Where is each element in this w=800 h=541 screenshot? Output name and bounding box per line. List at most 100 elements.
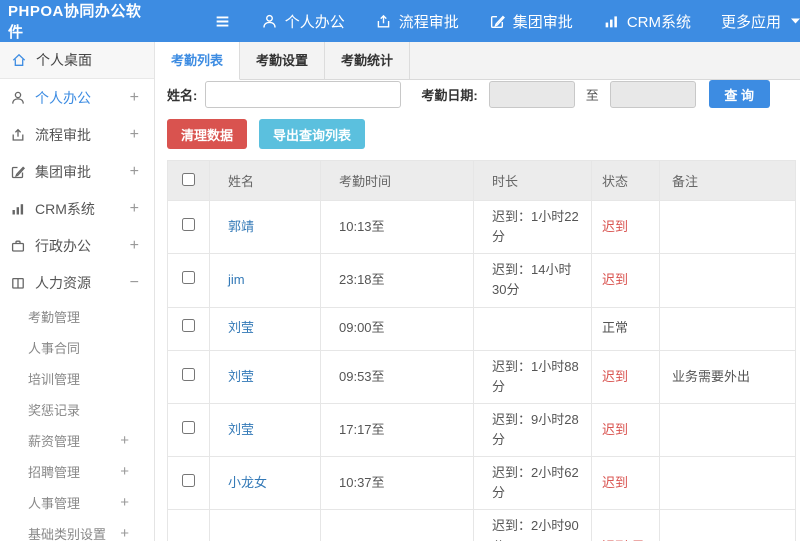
- export-list-button[interactable]: 导出查询列表: [259, 119, 366, 149]
- duration-cell: 迟到：2小时90分早退：7小时10分: [473, 509, 592, 541]
- table-row: jim 23:18至 迟到：14小时30分 迟到: [167, 253, 796, 308]
- sidebar-item-group-approval[interactable]: 集团审批 +: [0, 153, 154, 190]
- sidebar-subitem-label: 人事管理: [28, 496, 81, 511]
- main-content: 考勤列表 考勤设置 考勤统计 姓名: 考勤日期: 至 查 询 清理数据 导出查询…: [155, 42, 800, 541]
- topnav-group-approval[interactable]: 集团审批: [489, 11, 573, 32]
- sidebar-item-personal-office[interactable]: 个人办公 +: [0, 79, 154, 116]
- date-from-input[interactable]: [488, 80, 575, 108]
- employee-name-link[interactable]: 小龙女: [228, 475, 268, 491]
- expand-plus-icon[interactable]: +: [120, 463, 129, 480]
- topnav-workflow-approval[interactable]: 流程审批: [375, 11, 459, 32]
- action-buttons: 清理数据 导出查询列表: [167, 119, 800, 149]
- top-navbar: PHPOA协同办公软件 个人办公 流程审批 集团审批: [0, 0, 800, 42]
- edit-icon: [489, 13, 506, 30]
- sidebar-item-workflow-approval[interactable]: 流程审批 +: [0, 116, 154, 153]
- row-checkbox[interactable]: [182, 367, 195, 381]
- duration-cell: 迟到：1小时22分: [473, 199, 592, 255]
- menu-icon[interactable]: [214, 13, 231, 30]
- bar-chart-icon: [603, 13, 620, 30]
- sidebar-item-label: 个人办公: [35, 89, 91, 106]
- sidebar-subitem-label: 考勤管理: [28, 310, 81, 325]
- row-checkbox[interactable]: [182, 474, 195, 488]
- query-button[interactable]: 查 询: [708, 80, 770, 108]
- row-checkbox[interactable]: [182, 420, 195, 434]
- flow-icon: [375, 13, 392, 30]
- row-checkbox[interactable]: [182, 271, 195, 285]
- note-cell: 业务需要外出: [659, 349, 796, 404]
- date-label: 考勤日期:: [421, 87, 478, 103]
- expand-plus-icon[interactable]: +: [120, 432, 129, 449]
- sidebar: 个人桌面 个人办公 + 流程审批 +: [0, 42, 155, 541]
- employee-name-link[interactable]: 刘莹: [228, 368, 255, 384]
- note-cell: 1111: [659, 509, 796, 541]
- to-label: 至: [585, 87, 599, 103]
- topnav-more-apps[interactable]: 更多应用: [721, 11, 800, 32]
- employee-name-link[interactable]: 刘莹: [228, 421, 255, 437]
- attendance-time: 17:17至: [320, 402, 474, 458]
- duration-cell: [473, 306, 592, 351]
- attendance-time: 23:18至: [320, 253, 474, 308]
- user-icon: [10, 90, 26, 106]
- sidebar-subitem-attendance-mgmt[interactable]: 考勤管理: [0, 301, 154, 332]
- caret-down-icon: [791, 18, 800, 24]
- expand-plus-icon[interactable]: +: [120, 494, 129, 511]
- duration-cell: 迟到：2小时62分: [473, 456, 592, 511]
- expand-plus-icon[interactable]: +: [129, 162, 139, 180]
- tab-attendance-stats[interactable]: 考勤统计: [325, 42, 411, 80]
- expand-plus-icon[interactable]: +: [120, 525, 129, 541]
- col-header-time: 考勤时间: [320, 160, 474, 201]
- col-header-status: 状态: [591, 160, 660, 201]
- note-cell: [659, 402, 796, 458]
- sidebar-subitem-recruit-mgmt[interactable]: 招聘管理 +: [0, 456, 154, 487]
- sidebar-subitem-hr-contract[interactable]: 人事合同: [0, 332, 154, 363]
- bar-chart-icon: [10, 201, 26, 217]
- tab-attendance-settings[interactable]: 考勤设置: [240, 42, 326, 80]
- note-cell: [659, 199, 796, 255]
- row-checkbox[interactable]: [182, 218, 195, 232]
- sidebar-subitem-salary-mgmt[interactable]: 薪资管理 +: [0, 425, 154, 456]
- sidebar-subitem-training-mgmt[interactable]: 培训管理: [0, 363, 154, 394]
- sidebar-subitem-label: 培训管理: [28, 372, 81, 387]
- sidebar-item-label: 集团审批: [35, 163, 91, 180]
- sidebar-item-desktop[interactable]: 个人桌面: [0, 42, 154, 79]
- employee-name-link[interactable]: 郭靖: [228, 219, 255, 235]
- topnav-personal-office[interactable]: 个人办公: [261, 11, 345, 32]
- date-to-input[interactable]: [609, 80, 696, 108]
- col-header-duration: 时长: [473, 160, 592, 201]
- sidebar-item-hr[interactable]: 人力资源 −: [0, 264, 154, 301]
- expand-plus-icon[interactable]: +: [129, 88, 139, 106]
- sidebar-subitem-base-category[interactable]: 基础类别设置 +: [0, 518, 154, 541]
- note-cell: [659, 456, 796, 511]
- expand-plus-icon[interactable]: +: [129, 125, 139, 143]
- table-row: 刘莹 09:53至 迟到：1小时88分 迟到 业务需要外出: [167, 349, 796, 404]
- sidebar-subitem-reward-punish[interactable]: 奖惩记录: [0, 394, 154, 425]
- collapse-minus-icon[interactable]: −: [129, 273, 139, 291]
- clear-data-button[interactable]: 清理数据: [167, 119, 248, 149]
- expand-plus-icon[interactable]: +: [129, 199, 139, 217]
- topnav-label: 个人办公: [284, 13, 345, 31]
- sidebar-item-admin-office[interactable]: 行政办公 +: [0, 227, 154, 264]
- app-title: PHPOA协同办公软件: [8, 3, 142, 41]
- employee-name-link[interactable]: jim: [228, 272, 245, 288]
- topnav-crm-system[interactable]: CRM系统: [603, 11, 691, 32]
- briefcase-icon: [10, 238, 26, 254]
- tab-attendance-list[interactable]: 考勤列表: [155, 42, 241, 80]
- sidebar-item-label: CRM系统: [35, 200, 95, 217]
- attendance-table: 姓名 考勤时间 时长 状态 备注 郭靖 10:13至 迟到：1小时22分: [167, 160, 796, 541]
- status-badge: 迟到: [591, 199, 660, 255]
- sidebar-subitem-label: 人事合同: [28, 341, 81, 356]
- topnav-label: CRM系统: [626, 13, 691, 31]
- sidebar-hr-submenu: 考勤管理 人事合同 培训管理 奖惩记录 薪资管理 + 招聘管理 + 人事管理 +: [0, 301, 154, 541]
- sidebar-subitem-personnel-mgmt[interactable]: 人事管理 +: [0, 487, 154, 518]
- status-badge: 迟到: [591, 349, 660, 404]
- name-label: 姓名:: [167, 87, 198, 103]
- row-checkbox[interactable]: [182, 319, 195, 333]
- employee-name-link[interactable]: 刘莹: [228, 320, 255, 336]
- name-input[interactable]: [205, 80, 402, 108]
- expand-plus-icon[interactable]: +: [129, 236, 139, 254]
- topnav-label: 流程审批: [398, 13, 459, 31]
- duration-cell: 迟到：1小时88分: [473, 349, 592, 404]
- sidebar-item-crm-system[interactable]: CRM系统 +: [0, 190, 154, 227]
- user-icon: [261, 13, 278, 30]
- select-all-checkbox[interactable]: [182, 172, 195, 186]
